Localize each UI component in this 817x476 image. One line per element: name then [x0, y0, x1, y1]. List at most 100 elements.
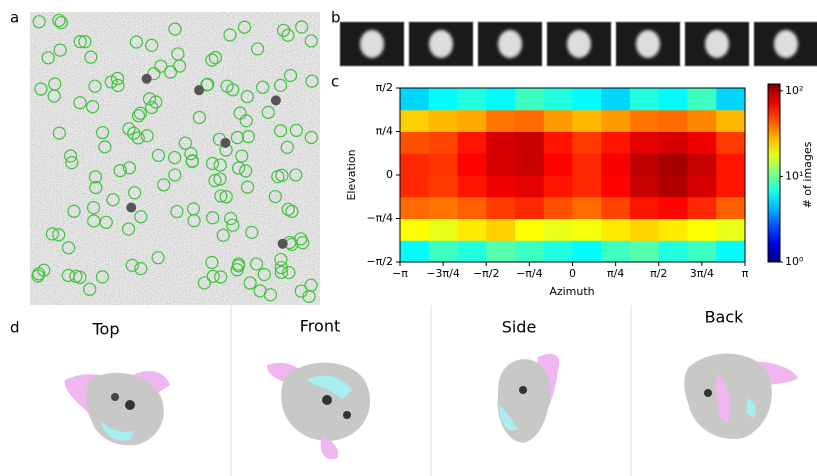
pick: [41, 51, 55, 65]
heat-cell: [716, 131, 746, 154]
pick: [87, 214, 101, 228]
pick: [178, 136, 192, 150]
thumbnail: [339, 21, 405, 67]
heat-cell: [601, 240, 631, 263]
x-tick-label: −π: [392, 267, 408, 280]
pick: [235, 149, 249, 163]
heat-cell: [428, 153, 458, 176]
pick: [131, 131, 145, 145]
heat-cell: [543, 131, 573, 154]
heat-cell: [572, 153, 602, 176]
heat-cell: [457, 109, 487, 132]
map-back: [684, 353, 798, 439]
heat-cell: [716, 218, 746, 241]
heat-cell: [572, 218, 602, 241]
class-averages: [339, 21, 817, 67]
pick: [53, 43, 67, 57]
particle: [636, 30, 660, 58]
pick: [168, 168, 182, 182]
heat-cell: [658, 88, 688, 111]
particle: [360, 30, 384, 58]
pick: [216, 228, 230, 242]
heat-cell: [716, 153, 746, 176]
heat-cell: [572, 131, 602, 154]
pick: [205, 255, 219, 270]
pick: [65, 156, 79, 170]
heat-cell: [572, 240, 602, 263]
colorbar-tick-label: 10⁰: [785, 255, 804, 268]
heat-cell: [515, 153, 545, 176]
pick: [87, 201, 101, 215]
pick: [111, 78, 125, 93]
heat-cell: [428, 196, 458, 219]
pick: [214, 189, 228, 203]
ice: [126, 202, 137, 213]
pick: [206, 211, 220, 225]
particle: [429, 30, 453, 58]
pick: [271, 170, 285, 184]
heat-cell: [630, 175, 660, 198]
heat-cell: [486, 88, 516, 111]
heat-cell: [601, 153, 631, 176]
heat-cell: [716, 88, 746, 111]
pick: [187, 214, 201, 228]
heat-cell: [630, 196, 660, 219]
pick: [239, 164, 253, 178]
heat-cell: [601, 196, 631, 219]
y-tick-label: −π/2: [366, 255, 393, 268]
heat-cell: [601, 218, 631, 241]
heat-cell: [601, 88, 631, 111]
pick: [83, 282, 97, 296]
heat-cell: [515, 109, 545, 132]
ice: [220, 137, 231, 148]
pick: [110, 71, 125, 86]
ice: [194, 85, 205, 96]
pick: [154, 59, 168, 73]
heat-cell: [601, 109, 631, 132]
heat-cell: [515, 218, 545, 241]
heat-cell: [572, 88, 602, 111]
heat-cell: [630, 218, 660, 241]
view-title: Back: [705, 308, 745, 327]
pick: [45, 227, 59, 241]
pick: [95, 125, 110, 140]
heat-cell: [400, 131, 430, 154]
heat-cell: [687, 196, 717, 219]
heat-cell: [687, 218, 717, 241]
pick: [157, 178, 171, 192]
pick: [122, 161, 137, 175]
pick: [245, 225, 259, 239]
heat-cell: [630, 153, 660, 176]
ice: [270, 95, 281, 106]
heat-cell: [543, 88, 573, 111]
pick: [134, 210, 148, 224]
pick: [52, 126, 66, 140]
pick: [226, 218, 240, 232]
view-title: Top: [92, 320, 120, 339]
pick: [128, 186, 142, 200]
view-title: Side: [502, 318, 537, 337]
pick: [285, 204, 299, 219]
heat-cell: [486, 196, 516, 219]
pick: [88, 170, 103, 184]
pick: [206, 269, 220, 283]
pick: [231, 259, 246, 273]
pick: [197, 276, 211, 290]
pick: [274, 265, 289, 279]
heat-cell: [457, 218, 487, 241]
pick: [240, 180, 255, 194]
pick: [63, 149, 78, 163]
y-tick-label: π/4: [376, 125, 393, 138]
pick: [89, 180, 103, 195]
pick: [171, 47, 185, 61]
pick: [145, 38, 159, 52]
heat-cell: [687, 240, 717, 263]
pick: [151, 251, 165, 265]
heat-cell: [687, 109, 717, 132]
heat-cell: [400, 240, 430, 263]
heat-cell: [515, 196, 545, 219]
pick: [304, 34, 318, 48]
pick: [205, 53, 219, 67]
heat-cell: [515, 240, 545, 263]
